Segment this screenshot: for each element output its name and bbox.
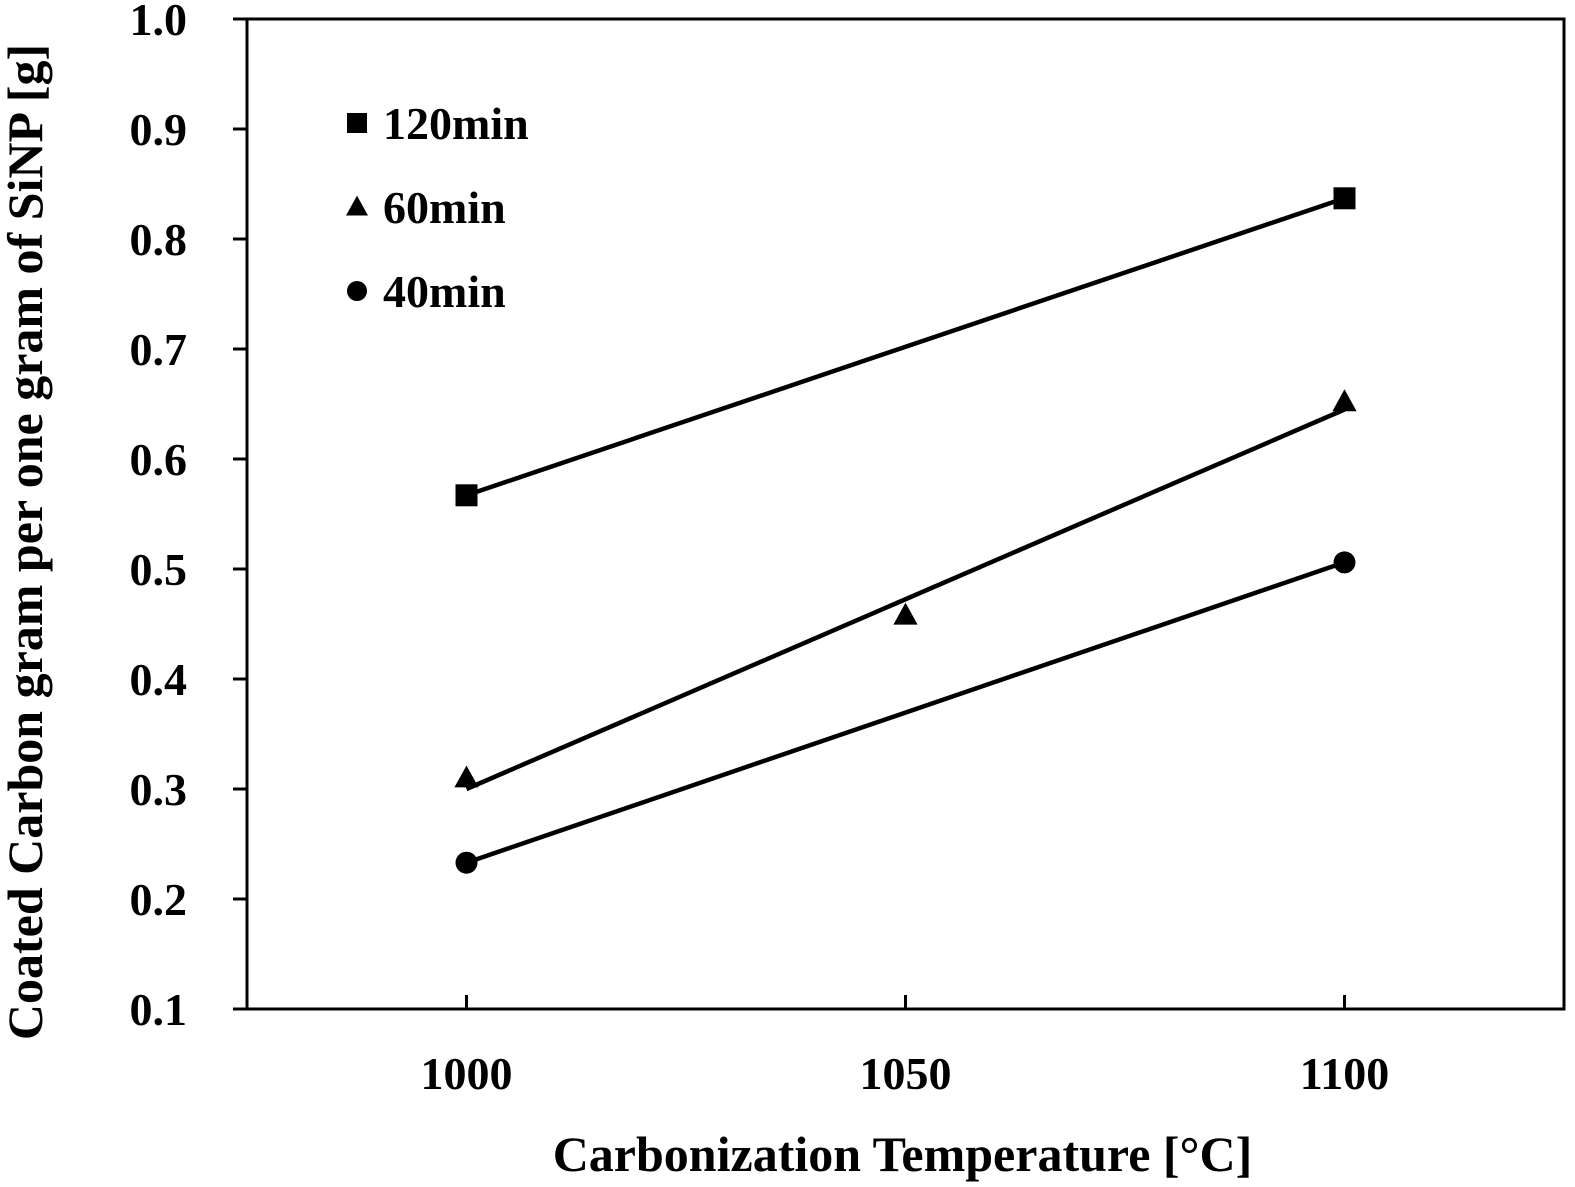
x-tick-label: 1000 — [421, 1048, 513, 1099]
x-axis-label: Carbonization Temperature [°C] — [553, 1126, 1253, 1182]
data-point-60min — [454, 765, 479, 788]
y-tick-label: 0.9 — [130, 104, 188, 155]
y-tick-label: 0.7 — [130, 324, 188, 375]
legend-marker-60min — [346, 195, 368, 216]
data-point-60min — [1332, 389, 1357, 412]
data-markers — [454, 187, 1357, 874]
y-tick-label: 0.3 — [130, 764, 188, 815]
trendline-40min — [465, 560, 1346, 865]
data-point-40min — [455, 851, 478, 874]
legend-marker-40min — [347, 281, 367, 301]
y-tick-label: 0.8 — [130, 214, 188, 265]
data-point-60min — [893, 602, 918, 625]
y-tick-label: 0.4 — [130, 654, 188, 705]
trendlines — [465, 196, 1346, 865]
y-tick-label: 1.0 — [130, 0, 188, 45]
trendline-120min — [465, 196, 1346, 498]
legend-label-60min: 60min — [383, 182, 506, 233]
legend-label-40min: 40min — [383, 266, 506, 317]
data-point-120min — [1333, 187, 1356, 210]
x-tick-label: 1100 — [1300, 1048, 1389, 1099]
legend: 120min 60min 40min — [346, 98, 529, 317]
y-tick-label: 0.5 — [130, 544, 188, 595]
x-tick-label: 1050 — [860, 1048, 952, 1099]
y-tick-label: 0.2 — [130, 874, 188, 925]
data-point-120min — [455, 484, 478, 507]
legend-label-120min: 120min — [383, 98, 529, 149]
y-tick-label: 0.1 — [130, 984, 188, 1035]
x-axis-ticks: 1000 1050 1100 — [421, 995, 1389, 1099]
legend-marker-120min — [347, 113, 367, 133]
y-tick-label: 0.6 — [130, 434, 188, 485]
y-axis-label: Coated Carbon gram per one gram of SiNP … — [0, 44, 53, 1040]
trendline-60min — [465, 407, 1346, 792]
y-axis-ticks: 0.1 0.2 0.3 0.4 0.5 0.6 0.7 0.8 0.9 1.0 — [130, 0, 247, 1035]
data-point-40min — [1333, 551, 1356, 574]
plot-frame — [245, 17, 1566, 1011]
